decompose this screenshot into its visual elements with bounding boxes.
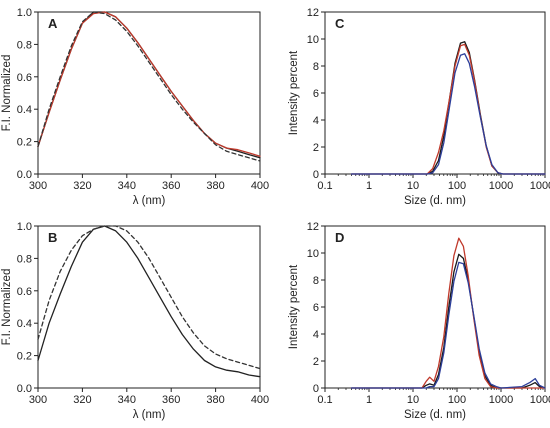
x-tick-label: 10000 [530,394,550,406]
axes-frame [324,11,546,175]
x-tick-label: 400 [251,394,269,406]
axes-frame [37,225,261,389]
series-line-3 [350,261,546,389]
y-axis-label: F.I. Normalized [1,269,13,346]
y-tick-label: 8 [313,275,319,287]
x-axis-label: Size (d. nm) [404,195,466,207]
y-tick-label: 12 [307,7,319,19]
y-tick-label: 0.4 [17,104,32,116]
x-tick-label: 320 [73,180,91,192]
series-line-2 [37,11,261,157]
y-tick-label: 0.8 [17,39,32,51]
axes-frame [324,225,546,389]
x-tick-label: 380 [206,180,224,192]
x-tick-label: 10000 [530,180,550,192]
panel-a: 300 320 340 360 380 400 0.0 0.2 0.4 0.6 0.8 1.0 λ (n… [1,7,269,207]
y-tick-label: 4 [313,329,319,341]
x-tick-label: 1000 [489,394,513,406]
panel-letter: C [335,16,345,31]
x-tick-label: 100 [448,180,466,192]
x-tick-label: 380 [206,394,224,406]
y-tick-label: 10 [307,248,319,260]
y-axis-label: Intensity percent [288,264,300,349]
x-tick-label: 10 [407,180,419,192]
axes-frame [37,11,261,175]
panel-b: 300 320 340 360 380 400 0.0 0.2 0.4 0.6 0.8 1.0 λ (n… [1,221,269,421]
x-axis-label: Size (d. nm) [404,409,466,421]
x-tick-label: 10 [407,394,419,406]
y-tick-label: 6 [313,302,319,314]
y-tick-label: 1.0 [17,221,32,233]
y-tick-label: 6 [313,88,319,100]
panel-d: 0.1 1 10 100 1000 10000 0 2 4 6 8 10 12 Size (d. nm) I… [288,221,550,421]
y-tick-label: 0 [313,169,319,181]
x-tick-label: 360 [162,394,180,406]
x-tick-label: 1000 [489,180,513,192]
x-tick-label: 0.1 [317,180,332,192]
y-axis-label: F.I. Normalized [1,55,13,132]
y-tick-label: 0.8 [17,253,32,265]
series-line-2 [37,225,261,370]
y-tick-label: 0.0 [17,383,32,395]
y-tick-label: 4 [313,115,319,127]
x-tick-label: 300 [29,180,47,192]
y-tick-label: 2 [313,142,319,154]
y-tick-label: 0.4 [17,318,32,330]
x-tick-label: 340 [118,394,136,406]
y-axis-label: Intensity percent [288,50,300,135]
panel-letter: A [48,16,58,31]
series-line-3 [37,11,261,162]
x-tick-label: 320 [73,394,91,406]
series-line-2 [350,43,546,175]
x-tick-label: 340 [118,180,136,192]
panel-letter: D [335,230,344,245]
x-tick-label: 100 [448,394,466,406]
series-line-2 [350,237,546,389]
series-line-1 [37,11,261,159]
y-tick-label: 0.6 [17,72,32,84]
y-tick-label: 2 [313,356,319,368]
y-tick-label: 0.0 [17,169,32,181]
x-axis-label: λ (nm) [133,195,166,207]
panel-letter: B [48,230,57,245]
panel-c: 0.1 1 10 100 1000 10000 0 2 4 6 8 10 12 Size (d. nm) I… [288,7,550,207]
y-tick-label: 10 [307,34,319,46]
y-tick-label: 0 [313,383,319,395]
y-tick-label: 0.6 [17,286,32,298]
x-tick-label: 1 [366,180,372,192]
y-tick-label: 12 [307,221,319,233]
x-tick-label: 0.1 [317,394,332,406]
x-tick-label: 360 [162,180,180,192]
x-axis-label: λ (nm) [133,409,166,421]
series-line-3 [350,53,546,175]
x-tick-label: 300 [29,394,47,406]
y-tick-label: 0.2 [17,137,32,149]
x-tick-label: 1 [366,394,372,406]
y-tick-label: 0.2 [17,351,32,363]
y-tick-label: 8 [313,61,319,73]
series-line-1 [37,225,261,378]
x-tick-label: 400 [251,180,269,192]
y-tick-label: 1.0 [17,7,32,19]
